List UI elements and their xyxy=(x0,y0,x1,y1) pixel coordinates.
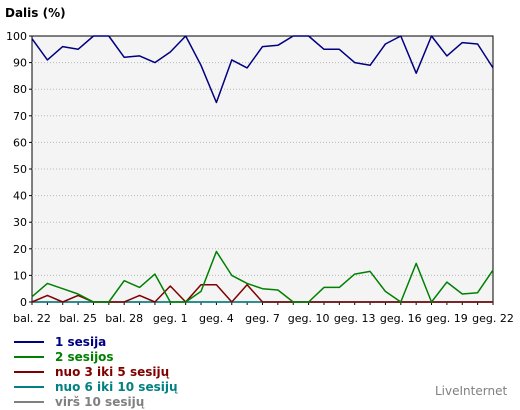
brand-label: LiveInternet xyxy=(435,384,508,398)
chart-title: Dalis (%) xyxy=(5,6,66,20)
y-tick-label: 90 xyxy=(13,57,27,70)
legend-label: virš 10 sesijų xyxy=(55,395,145,409)
legend-label: nuo 6 iki 10 sesijų xyxy=(55,380,178,394)
x-tick-label: geg. 10 xyxy=(288,312,330,325)
y-axis-ticks: 0 10 20 30 40 50 60 70 80 90 100 xyxy=(6,30,32,309)
x-tick-label: bal. 22 xyxy=(13,312,51,325)
series-line xyxy=(31,250,494,303)
line-chart: Dalis (%) 0 10 20 30 40 50 60 70 80 90 100 bal. 22… xyxy=(5,6,514,325)
x-tick-label: geg. 7 xyxy=(245,312,280,325)
grid-lines xyxy=(32,62,493,276)
y-tick-label: 10 xyxy=(13,269,27,282)
y-tick-label: 50 xyxy=(13,163,27,176)
x-tick-label: geg. 19 xyxy=(426,312,468,325)
series-lines xyxy=(31,35,494,303)
legend-label: nuo 3 iki 5 sesijų xyxy=(55,365,170,379)
y-tick-label: 20 xyxy=(13,243,27,256)
legend-swatch xyxy=(14,371,44,373)
x-tick-label: bal. 28 xyxy=(105,312,143,325)
legend-swatch xyxy=(14,356,44,358)
y-tick-label: 0 xyxy=(20,296,27,309)
legend-swatch xyxy=(14,341,44,343)
legend-swatch xyxy=(14,386,44,388)
x-tick-label: geg. 13 xyxy=(334,312,376,325)
y-tick-label: 70 xyxy=(13,110,27,123)
series-line xyxy=(31,35,494,104)
y-tick-label: 40 xyxy=(13,190,27,203)
y-tick-label: 80 xyxy=(13,83,27,96)
y-tick-label: 100 xyxy=(6,30,27,43)
legend-label: 1 sesija xyxy=(55,335,107,349)
y-tick-label: 60 xyxy=(13,136,27,149)
legend-label: 2 sesijos xyxy=(55,350,114,364)
legend-swatch xyxy=(14,401,44,403)
x-tick-label: geg. 16 xyxy=(380,312,422,325)
y-tick-label: 30 xyxy=(13,216,27,229)
x-tick-label: geg. 22 xyxy=(472,312,514,325)
x-tick-label: geg. 1 xyxy=(153,312,188,325)
x-axis-ticks: bal. 22 bal. 25 bal. 28 geg. 1 geg. 4 geg. 7 g… xyxy=(13,302,514,325)
x-tick-label: bal. 25 xyxy=(59,312,97,325)
x-tick-label: geg. 4 xyxy=(199,312,234,325)
